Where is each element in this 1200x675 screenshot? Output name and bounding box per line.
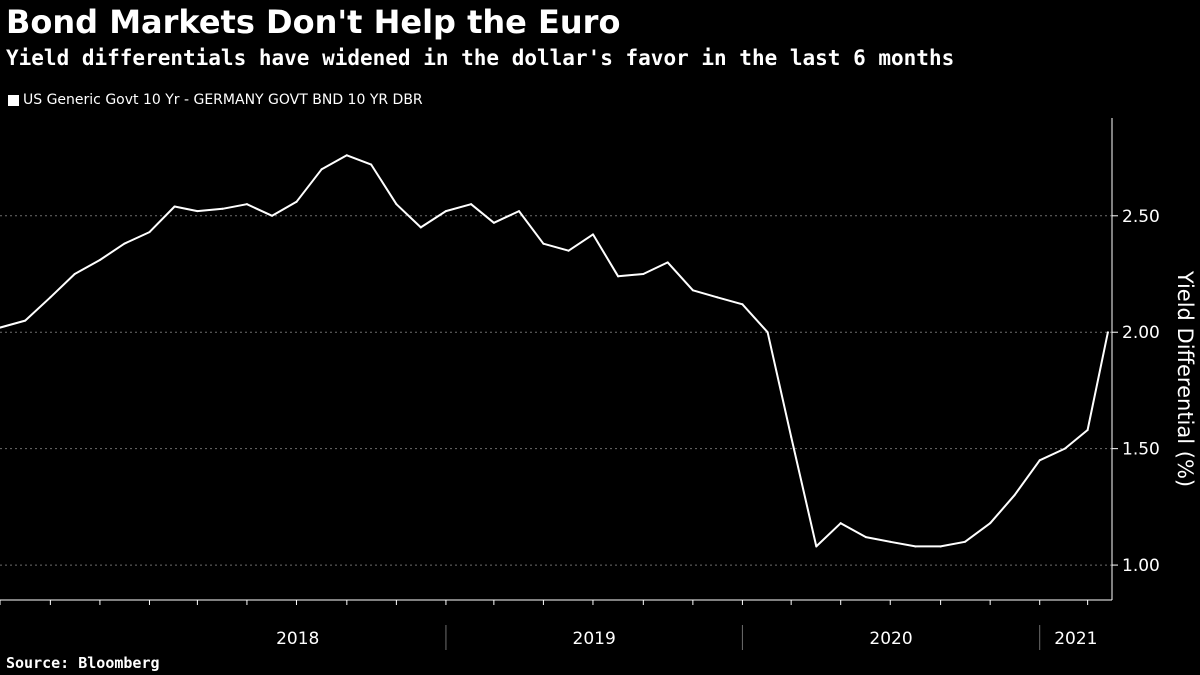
data-point xyxy=(345,154,348,157)
data-point xyxy=(295,200,298,203)
data-point xyxy=(741,303,744,306)
legend: US Generic Govt 10 Yr - GERMANY GOVT BND… xyxy=(8,90,423,110)
legend-label: US Generic Govt 10 Yr - GERMANY GOVT BND… xyxy=(23,92,423,108)
data-point xyxy=(591,233,594,236)
y-tick-label: 2.00 xyxy=(1122,323,1160,343)
data-point xyxy=(24,319,27,322)
source-note: Source: Bloomberg xyxy=(6,654,160,672)
y-tick-label: 1.50 xyxy=(1122,440,1160,460)
data-point xyxy=(370,163,373,166)
data-point xyxy=(864,536,867,539)
data-point xyxy=(766,331,769,334)
y-tick-label: 1.00 xyxy=(1122,556,1160,576)
x-tick-label: 2021 xyxy=(1054,629,1097,649)
data-point xyxy=(1106,331,1109,334)
data-point xyxy=(1013,494,1016,497)
y-axis-title: Yield Differential (%) xyxy=(1173,270,1197,487)
data-point xyxy=(939,545,942,548)
data-point xyxy=(492,221,495,224)
data-point xyxy=(1038,459,1041,462)
data-point xyxy=(123,242,126,245)
x-tick-label: 2019 xyxy=(573,629,616,649)
data-point xyxy=(73,273,76,276)
x-tick-label: 2020 xyxy=(869,629,912,649)
data-point xyxy=(617,275,620,278)
data-point xyxy=(0,326,1,329)
series-line xyxy=(0,154,1109,548)
data-point xyxy=(567,249,570,252)
chart-title: Bond Markets Don't Help the Euro xyxy=(6,3,621,41)
x-tick-label: 2018 xyxy=(276,629,319,649)
data-point xyxy=(196,210,199,213)
data-point xyxy=(790,436,793,439)
data-point xyxy=(839,522,842,525)
data-point xyxy=(395,203,398,206)
data-point xyxy=(444,210,447,213)
data-point xyxy=(518,210,521,213)
data-point xyxy=(666,261,669,264)
data-point xyxy=(1086,429,1089,432)
data-point xyxy=(221,207,224,210)
data-point xyxy=(989,522,992,525)
chart-subtitle: Yield differentials have widened in the … xyxy=(6,46,955,70)
data-point xyxy=(98,259,101,262)
data-point xyxy=(691,289,694,292)
data-point xyxy=(271,214,274,217)
data-point xyxy=(914,545,917,548)
data-point xyxy=(716,296,719,299)
data-point xyxy=(49,296,52,299)
data-point xyxy=(245,203,248,206)
data-point xyxy=(815,545,818,548)
data-point xyxy=(148,231,151,234)
y-tick-label: 2.50 xyxy=(1122,207,1160,227)
data-point xyxy=(642,273,645,276)
data-point xyxy=(1063,447,1066,450)
data-point xyxy=(542,242,545,245)
data-point xyxy=(173,205,176,208)
data-point xyxy=(470,203,473,206)
data-point xyxy=(419,226,422,229)
data-point xyxy=(320,168,323,171)
legend-swatch xyxy=(8,94,19,106)
data-point xyxy=(889,540,892,543)
data-point xyxy=(963,540,966,543)
